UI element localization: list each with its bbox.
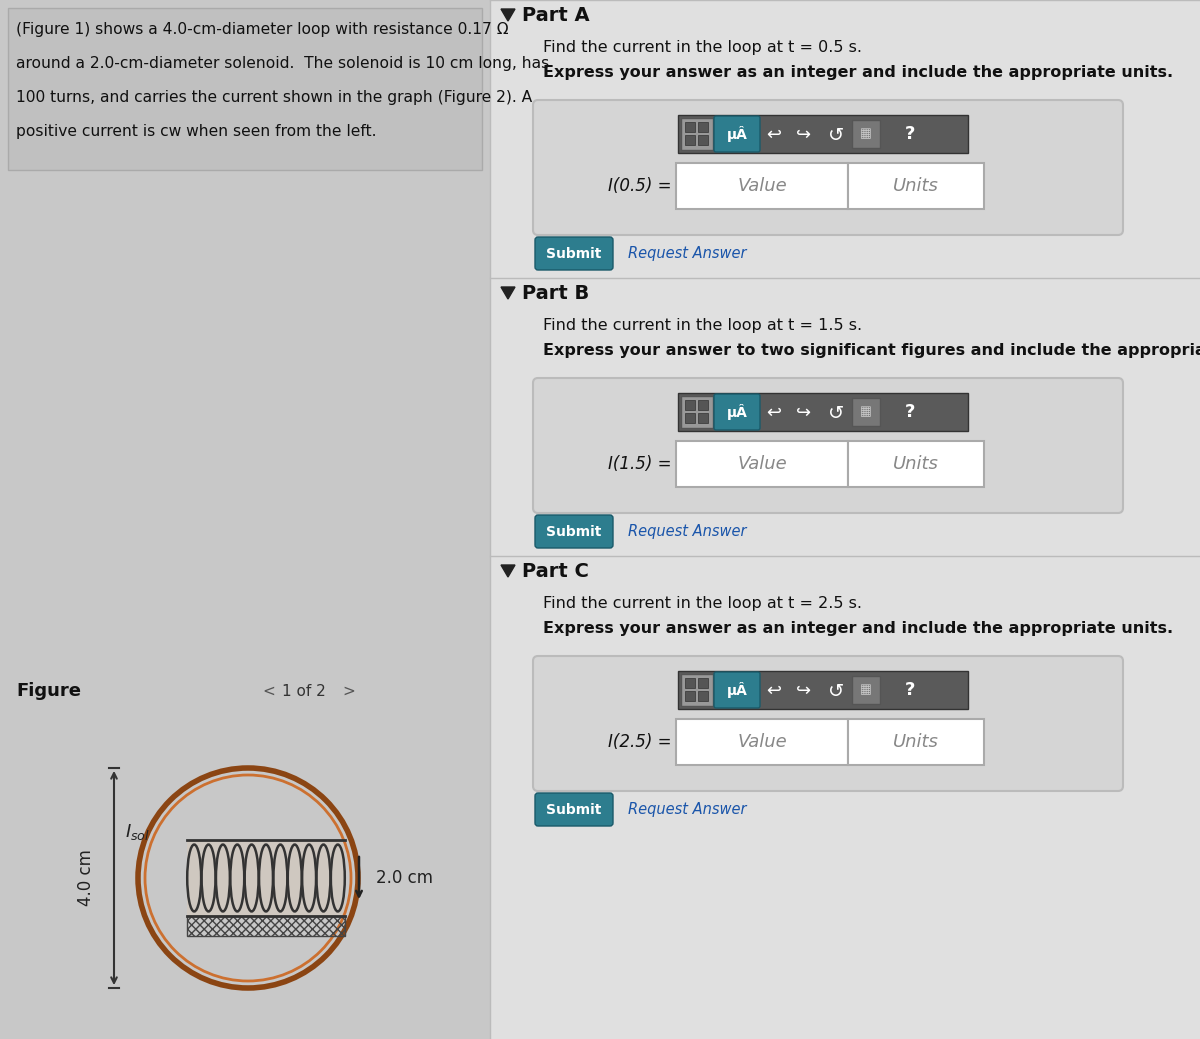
Text: Submit: Submit	[546, 802, 601, 817]
Text: Value: Value	[737, 455, 787, 473]
Text: Part A: Part A	[522, 6, 589, 25]
FancyBboxPatch shape	[533, 656, 1123, 791]
Text: Submit: Submit	[546, 246, 601, 261]
Text: Express your answer as an integer and include the appropriate units.: Express your answer as an integer and in…	[542, 621, 1174, 636]
Text: ↩: ↩	[767, 404, 781, 422]
Text: ▦: ▦	[860, 128, 872, 140]
Text: <: <	[262, 684, 275, 699]
Text: ↺: ↺	[828, 683, 844, 701]
FancyBboxPatch shape	[0, 0, 490, 1039]
Text: ▦: ▦	[860, 405, 872, 419]
FancyBboxPatch shape	[714, 394, 760, 430]
Text: ↺: ↺	[828, 127, 844, 145]
Text: positive current is cw when seen from the left.: positive current is cw when seen from th…	[16, 124, 377, 139]
Text: Units: Units	[893, 177, 938, 195]
FancyBboxPatch shape	[676, 719, 848, 765]
FancyBboxPatch shape	[698, 691, 708, 701]
FancyBboxPatch shape	[535, 237, 613, 270]
FancyBboxPatch shape	[682, 674, 713, 705]
Text: ↩: ↩	[767, 126, 781, 144]
Text: μÂ: μÂ	[726, 126, 748, 142]
FancyBboxPatch shape	[698, 678, 708, 688]
FancyBboxPatch shape	[698, 122, 708, 132]
Text: (Figure 1) shows a 4.0-cm-diameter loop with resistance 0.17 Ω: (Figure 1) shows a 4.0-cm-diameter loop …	[16, 22, 509, 37]
Text: Request Answer: Request Answer	[628, 524, 746, 539]
Text: Find the current in the loop at t = 0.5 s.: Find the current in the loop at t = 0.5 …	[542, 39, 862, 55]
Text: $I_{sol}$: $I_{sol}$	[125, 822, 150, 842]
FancyBboxPatch shape	[714, 116, 760, 152]
FancyBboxPatch shape	[533, 100, 1123, 235]
FancyBboxPatch shape	[678, 393, 968, 431]
Text: Value: Value	[737, 732, 787, 751]
Polygon shape	[502, 9, 515, 21]
FancyBboxPatch shape	[852, 119, 880, 148]
FancyBboxPatch shape	[698, 412, 708, 423]
FancyBboxPatch shape	[698, 400, 708, 410]
Text: >: >	[342, 684, 355, 699]
FancyBboxPatch shape	[682, 396, 713, 428]
FancyBboxPatch shape	[678, 671, 968, 709]
FancyBboxPatch shape	[852, 676, 880, 704]
Text: Units: Units	[893, 732, 938, 751]
Polygon shape	[502, 287, 515, 299]
Text: I(1.5) =: I(1.5) =	[608, 455, 672, 473]
Text: ↺: ↺	[828, 404, 844, 424]
FancyBboxPatch shape	[698, 135, 708, 145]
Text: 4.0 cm: 4.0 cm	[77, 850, 95, 906]
FancyBboxPatch shape	[682, 118, 713, 150]
Text: I(0.5) =: I(0.5) =	[608, 177, 672, 195]
FancyBboxPatch shape	[678, 115, 968, 153]
Text: Find the current in the loop at t = 2.5 s.: Find the current in the loop at t = 2.5 …	[542, 596, 862, 611]
FancyBboxPatch shape	[533, 378, 1123, 513]
FancyBboxPatch shape	[685, 400, 695, 410]
FancyBboxPatch shape	[852, 398, 880, 426]
Text: ?: ?	[905, 403, 916, 421]
Text: around a 2.0-cm-diameter solenoid.  The solenoid is 10 cm long, has: around a 2.0-cm-diameter solenoid. The s…	[16, 56, 550, 71]
Text: 100 turns, and carries the current shown in the graph (Figure 2). A: 100 turns, and carries the current shown…	[16, 90, 533, 105]
Text: ?: ?	[905, 681, 916, 699]
Text: Part C: Part C	[522, 562, 589, 581]
Text: Submit: Submit	[546, 525, 601, 538]
FancyBboxPatch shape	[685, 135, 695, 145]
Text: Units: Units	[893, 455, 938, 473]
Text: Request Answer: Request Answer	[628, 802, 746, 817]
FancyBboxPatch shape	[685, 691, 695, 701]
Text: Express your answer as an integer and include the appropriate units.: Express your answer as an integer and in…	[542, 65, 1174, 80]
Text: μÂ: μÂ	[726, 404, 748, 420]
FancyBboxPatch shape	[676, 163, 848, 209]
Text: Request Answer: Request Answer	[628, 246, 746, 261]
Polygon shape	[502, 565, 515, 577]
Text: ?: ?	[905, 125, 916, 143]
FancyBboxPatch shape	[535, 515, 613, 548]
Text: ↪: ↪	[797, 404, 811, 422]
FancyBboxPatch shape	[714, 672, 760, 708]
FancyBboxPatch shape	[848, 163, 984, 209]
Text: Express your answer to two significant figures and include the appropriate units: Express your answer to two significant f…	[542, 343, 1200, 358]
Text: ▦: ▦	[860, 684, 872, 696]
FancyBboxPatch shape	[676, 441, 848, 487]
Text: ↪: ↪	[797, 682, 811, 700]
FancyBboxPatch shape	[685, 122, 695, 132]
Text: 2.0 cm: 2.0 cm	[377, 869, 433, 887]
Text: I(2.5) =: I(2.5) =	[608, 732, 672, 751]
FancyBboxPatch shape	[685, 412, 695, 423]
FancyBboxPatch shape	[8, 8, 482, 170]
FancyBboxPatch shape	[685, 678, 695, 688]
FancyBboxPatch shape	[490, 0, 1200, 1039]
Text: Find the current in the loop at t = 1.5 s.: Find the current in the loop at t = 1.5 …	[542, 318, 862, 334]
Text: ↪: ↪	[797, 126, 811, 144]
Text: μÂ: μÂ	[726, 682, 748, 698]
FancyBboxPatch shape	[848, 441, 984, 487]
Text: Part B: Part B	[522, 284, 589, 303]
Text: Figure: Figure	[16, 682, 82, 700]
FancyBboxPatch shape	[848, 719, 984, 765]
Text: Value: Value	[737, 177, 787, 195]
FancyBboxPatch shape	[535, 793, 613, 826]
Text: 1 of 2: 1 of 2	[282, 684, 325, 699]
Text: ↩: ↩	[767, 682, 781, 700]
FancyBboxPatch shape	[187, 840, 346, 916]
